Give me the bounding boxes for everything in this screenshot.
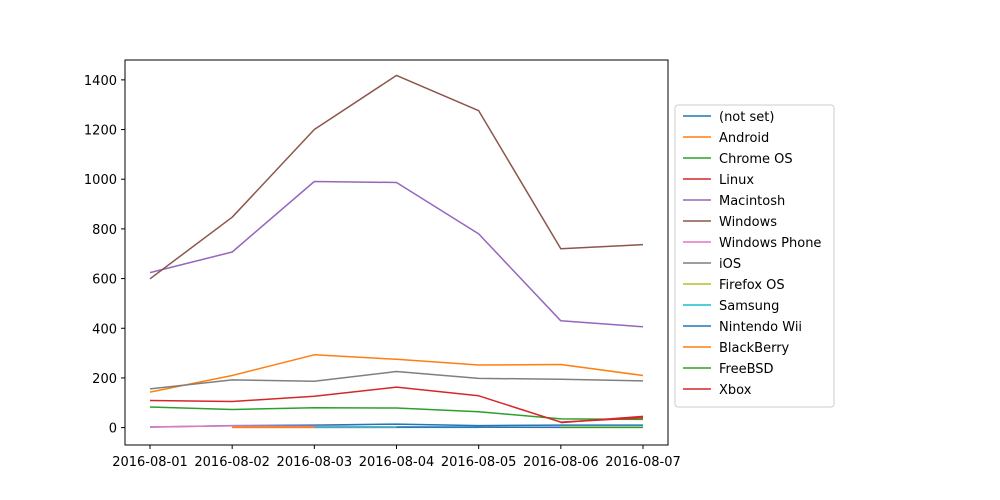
series-line-android xyxy=(149,354,644,393)
legend-label: Samsung xyxy=(719,299,779,314)
y-axis: 0 200 400 600 800 1000 1200 1400 xyxy=(84,74,125,437)
plot-area xyxy=(149,74,644,429)
legend-label: Windows xyxy=(719,215,777,230)
y-tick-label: 200 xyxy=(92,372,117,387)
y-tick-label: 600 xyxy=(92,273,117,288)
legend-label: iOS xyxy=(719,257,741,272)
y-tick-label: 1400 xyxy=(84,74,117,89)
series-line-chrome-os xyxy=(149,406,644,421)
y-tick-label: 0 xyxy=(109,422,117,437)
y-tick-label: 400 xyxy=(92,322,117,337)
legend-label: Macintosh xyxy=(719,194,785,209)
legend-label: Xbox xyxy=(719,383,752,398)
series-line-macintosh xyxy=(149,180,644,328)
legend: (not set) Android Chrome OS Linux Macintosh W… xyxy=(674,104,835,408)
legend-box xyxy=(674,104,835,408)
x-tick-label: 2016-08-05 xyxy=(441,455,517,470)
x-axis: 2016-08-01 2016-08-02 2016-08-03 2016-08-04… xyxy=(112,445,681,470)
x-tick-label: 2016-08-02 xyxy=(194,455,270,470)
legend-label: FreeBSD xyxy=(719,362,774,377)
series-line-xbox xyxy=(560,415,644,424)
x-tick-label: 2016-08-04 xyxy=(359,455,435,470)
legend-label: Nintendo Wii xyxy=(719,320,802,335)
series-line-ios xyxy=(149,370,644,390)
legend-label: Linux xyxy=(719,173,754,188)
legend-label: Firefox OS xyxy=(719,278,785,293)
legend-label: (not set) xyxy=(719,110,774,125)
x-tick-label: 2016-08-01 xyxy=(112,455,188,470)
y-tick-label: 1200 xyxy=(84,124,117,139)
legend-label: BlackBerry xyxy=(719,341,790,356)
y-tick-label: 1000 xyxy=(84,173,117,188)
x-tick-label: 2016-08-03 xyxy=(277,455,353,470)
y-tick-label: 800 xyxy=(92,223,117,238)
axes-frame xyxy=(124,59,669,446)
x-tick-label: 2016-08-07 xyxy=(605,455,681,470)
x-tick-label: 2016-08-06 xyxy=(523,455,599,470)
legend-label: Android xyxy=(719,131,769,146)
legend-label: Chrome OS xyxy=(719,152,793,167)
legend-label: Windows Phone xyxy=(719,236,821,251)
series-line-windows xyxy=(149,74,644,280)
